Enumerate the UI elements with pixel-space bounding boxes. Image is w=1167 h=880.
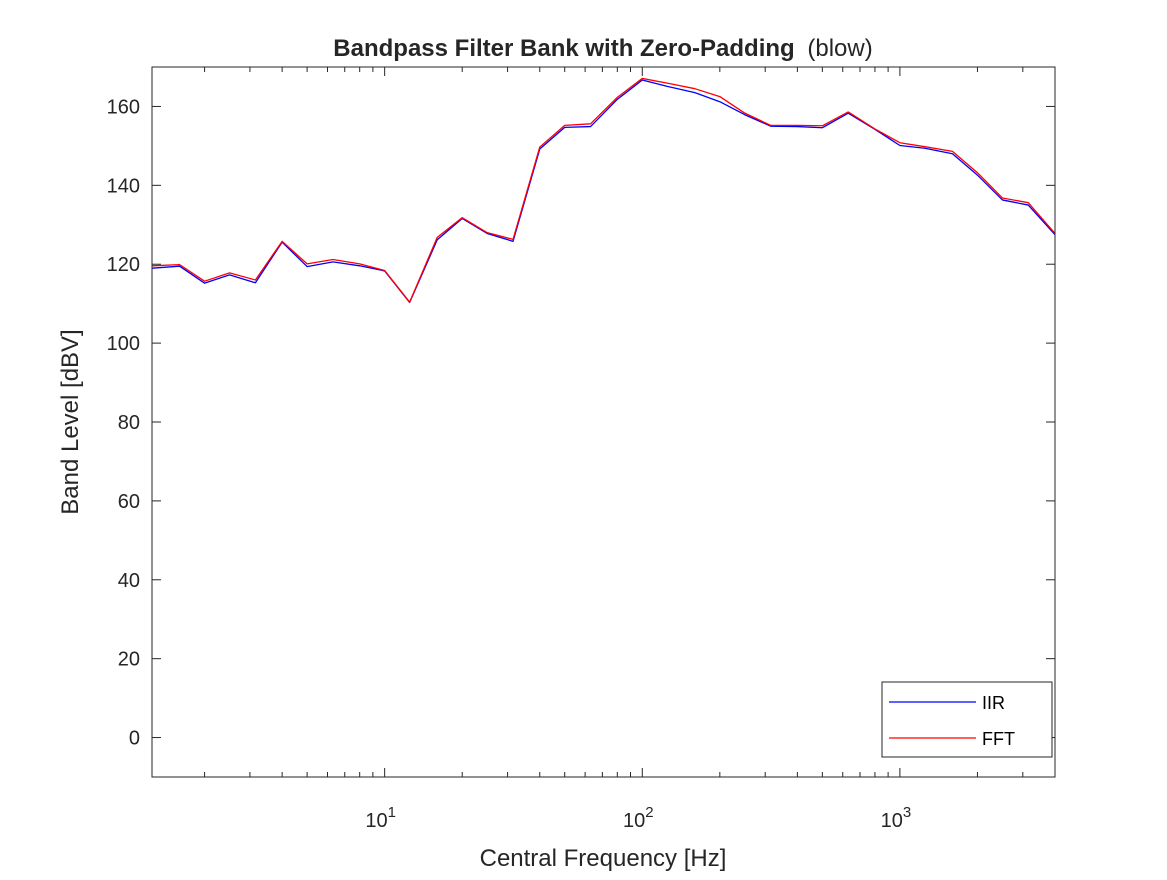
y-tick-label: 80 — [118, 412, 140, 434]
chart-title-suffix: (blow) — [807, 35, 872, 62]
y-tick-label: 160 — [107, 96, 140, 118]
y-tick-label: 60 — [118, 491, 140, 513]
legend: IIR FFT — [881, 681, 1053, 758]
chart-title: Bandpass Filter Bank with Zero-Padding (… — [333, 35, 872, 62]
series-layer — [151, 77, 1056, 304]
chart-title-main: Bandpass Filter Bank with Zero-Padding — [333, 35, 794, 62]
x-tick-label: 103 — [881, 804, 912, 832]
legend-label-iir: IIR — [982, 693, 1005, 713]
series-line-iir — [151, 79, 1056, 304]
legend-label-fft: FFT — [982, 729, 1015, 749]
y-tick-label: 100 — [107, 333, 140, 355]
series-line-fft — [151, 77, 1056, 303]
x-axis-label: Central Frequency [Hz] — [480, 845, 727, 872]
y-axis-label: Band Level [dBV] — [57, 329, 84, 514]
y-tick-label: 40 — [118, 570, 140, 592]
y-tick-label: 20 — [118, 649, 140, 671]
plot-area — [152, 67, 1055, 777]
x-tick-label: 101 — [365, 804, 396, 832]
y-tick-label: 140 — [107, 175, 140, 197]
y-axis-ticks: 0 20 40 60 80 100 120 140 160 — [107, 96, 1055, 750]
y-tick-label: 0 — [129, 728, 140, 750]
x-axis-ticks: 101 102 103 — [204, 67, 1056, 832]
y-tick-label: 120 — [107, 254, 140, 276]
plot-frame — [151, 66, 1056, 778]
legend-box — [881, 681, 1053, 758]
x-tick-label: 102 — [623, 804, 654, 832]
